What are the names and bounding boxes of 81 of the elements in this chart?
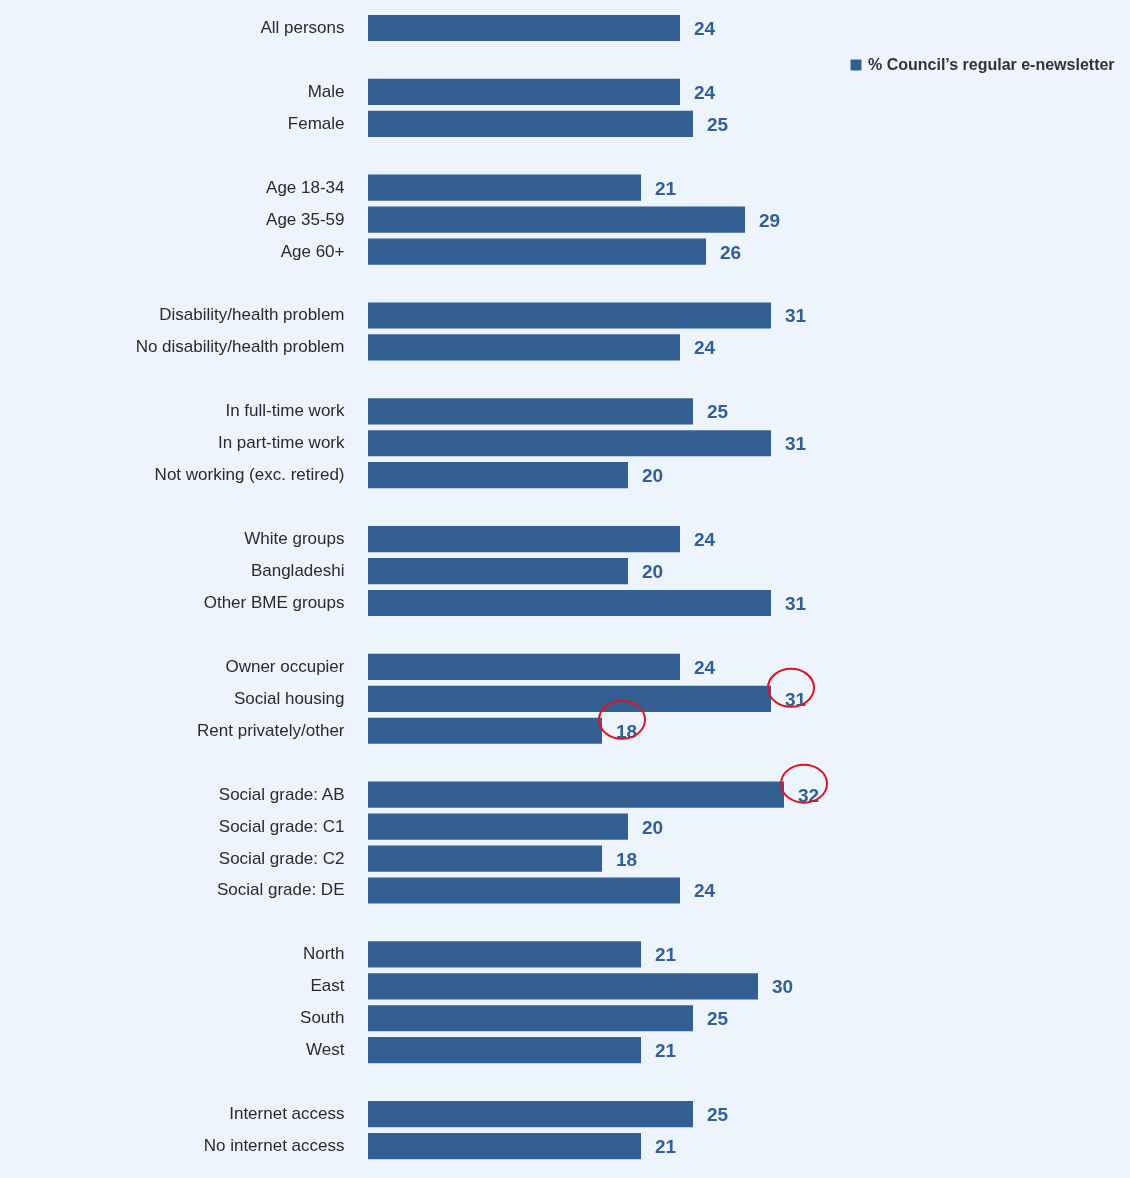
data-label: 24	[694, 17, 716, 39]
y-tick-label: Disability/health problem	[159, 305, 345, 325]
legend-label: % Council’s regular e-newsletter	[868, 56, 1115, 73]
bar	[368, 877, 680, 904]
y-tick-label: Other BME groups	[203, 592, 345, 612]
y-tick-label: Social grade: C1	[218, 816, 345, 836]
bar	[368, 398, 693, 425]
data-label: 21	[655, 1040, 677, 1062]
bar	[368, 334, 680, 361]
bar	[368, 110, 693, 137]
bar	[368, 525, 680, 553]
bar	[368, 1100, 693, 1128]
bar	[368, 717, 602, 744]
bar	[368, 206, 745, 233]
y-tick-label: Internet access	[229, 1104, 345, 1124]
data-label: 21	[655, 944, 677, 966]
data-label: 30	[772, 976, 794, 998]
y-tick-label: Social grade: C2	[218, 848, 345, 868]
y-tick-label: Not working (exc. retired)	[154, 465, 345, 485]
data-label: 25	[707, 113, 729, 135]
y-tick-label: Social housing	[233, 688, 345, 708]
bar	[368, 14, 680, 42]
data-label: 24	[694, 529, 716, 551]
y-tick-label: In full-time work	[225, 401, 345, 421]
bar	[368, 845, 602, 872]
data-label: 21	[655, 1136, 677, 1158]
y-tick-label: No internet access	[203, 1136, 345, 1156]
bar	[368, 813, 628, 840]
y-tick-label: In part-time work	[217, 433, 345, 453]
y-tick-label: West	[306, 1040, 345, 1060]
bar	[368, 238, 706, 265]
bar	[368, 941, 641, 968]
bar	[368, 557, 628, 585]
y-tick-label: Social grade: DE	[216, 880, 345, 900]
data-label: 29	[759, 209, 781, 231]
data-label: 31	[785, 688, 807, 710]
y-tick-label: Age 60+	[280, 241, 345, 261]
bar	[368, 174, 641, 201]
data-label: 18	[616, 848, 638, 870]
y-tick-label: Female	[287, 113, 345, 133]
bar	[368, 1005, 693, 1032]
y-tick-label: Age 35-59	[266, 209, 345, 229]
data-label: 25	[707, 1008, 729, 1030]
data-label: 25	[707, 401, 729, 423]
y-tick-label: No disability/health problem	[135, 337, 345, 357]
y-tick-label: Age 18-34	[266, 177, 345, 197]
data-label: 24	[694, 880, 716, 902]
bar	[368, 589, 771, 617]
bar	[368, 78, 680, 105]
bar	[368, 653, 680, 680]
data-label: 31	[785, 592, 807, 614]
data-label: 21	[655, 177, 677, 199]
bar	[368, 781, 784, 808]
data-label: 31	[785, 305, 807, 327]
y-tick-label: Social grade: AB	[218, 784, 345, 804]
data-label: 32	[798, 784, 820, 806]
bar	[368, 430, 771, 457]
data-label: 20	[642, 816, 664, 838]
data-label: 25	[707, 1104, 729, 1126]
bar	[368, 685, 771, 712]
bar	[368, 1037, 641, 1064]
y-tick-label: White groups	[244, 529, 345, 549]
y-tick-label: East	[310, 976, 345, 996]
data-label: 20	[642, 561, 664, 583]
data-label: 24	[694, 337, 716, 359]
bar	[368, 302, 771, 329]
y-tick-label: Bangladeshi	[250, 561, 345, 581]
bar	[368, 973, 758, 1000]
data-label: 26	[720, 241, 742, 263]
data-label: 31	[785, 433, 807, 455]
y-tick-label: Male	[307, 81, 345, 101]
data-label: 24	[694, 656, 716, 678]
y-tick-label: All persons	[260, 17, 345, 37]
data-label: 24	[694, 81, 716, 103]
bar	[368, 1132, 641, 1160]
y-tick-label: South	[300, 1008, 345, 1028]
data-label: 20	[642, 465, 664, 487]
y-tick-label: North	[302, 944, 345, 964]
bar	[368, 462, 628, 489]
y-tick-label: Owner occupier	[225, 656, 345, 676]
y-tick-label: Rent privately/other	[197, 720, 345, 740]
